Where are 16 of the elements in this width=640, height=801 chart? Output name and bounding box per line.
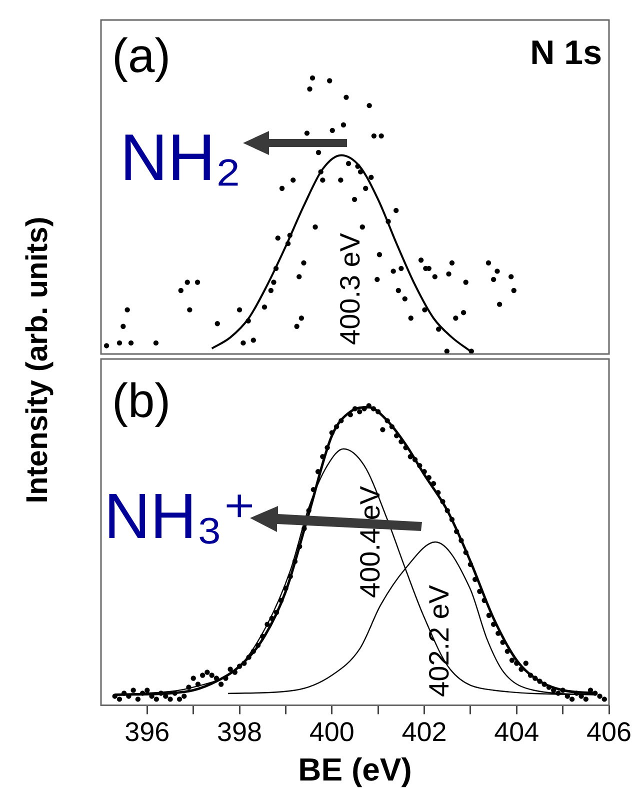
annotation: NH₂ xyxy=(120,120,241,194)
x-tick-label: 398 xyxy=(217,716,262,747)
x-axis-title: BE (eV) xyxy=(298,752,412,788)
annotation: 400.3 eV xyxy=(334,232,366,345)
x-tick-label: 402 xyxy=(402,716,447,747)
annotation: (a) xyxy=(112,30,171,83)
x-tick-label: 396 xyxy=(124,716,170,747)
annotation: (b) xyxy=(112,375,171,428)
x-tick-label: 404 xyxy=(494,716,540,747)
y-axis-title: Intensity (arb. units) xyxy=(21,216,55,504)
x-tick-label: 406 xyxy=(586,716,632,747)
annotation: 400.4 eV xyxy=(354,486,386,598)
text: N 1s xyxy=(530,34,602,72)
annotation: NH₃⁺ xyxy=(104,480,256,552)
x-tick-label: 400 xyxy=(309,716,354,747)
annotation: 402.2 eV xyxy=(424,584,455,697)
